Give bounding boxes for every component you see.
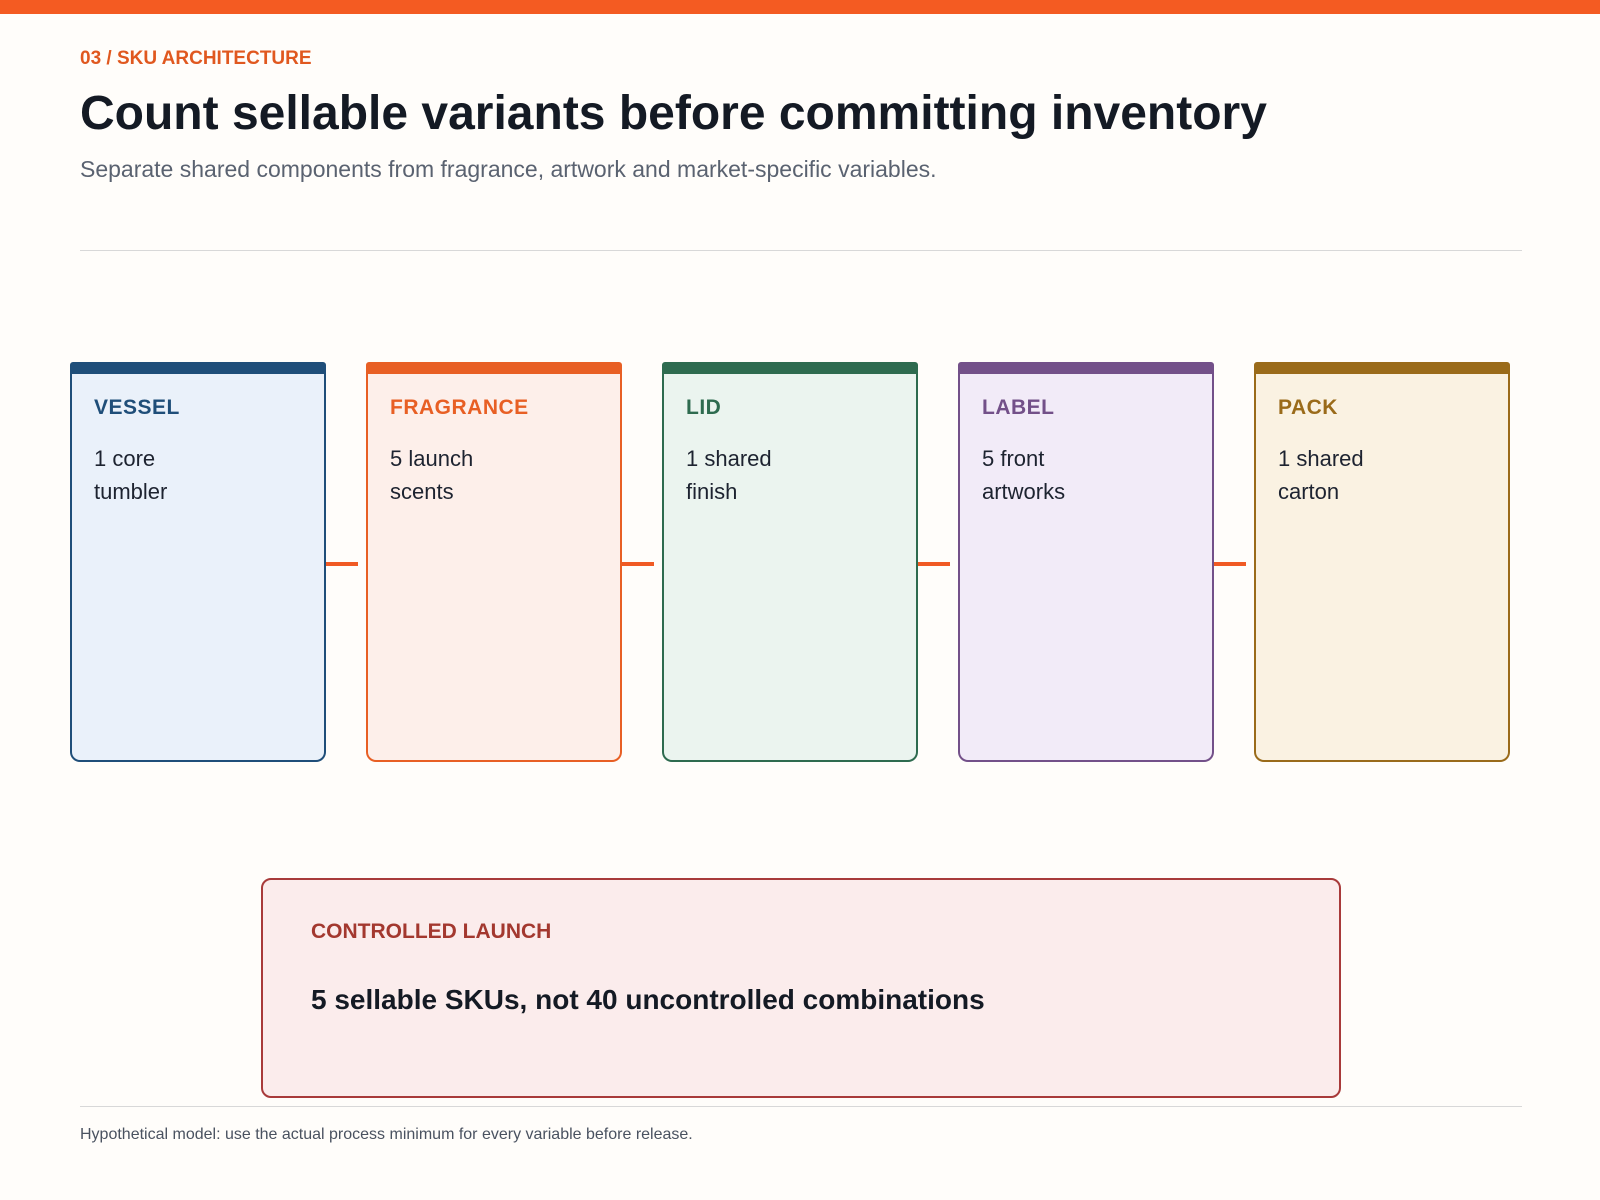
node-text-line: 5 launch	[390, 446, 474, 471]
node-card: FRAGRANCE 5 launch scents	[366, 362, 622, 762]
node-card: LID 1 shared finish	[662, 362, 918, 762]
node-text-line: artworks	[982, 479, 1066, 504]
node-text-line: 1 core	[94, 446, 156, 471]
footnote: Hypothetical model: use the actual proce…	[80, 1126, 693, 1143]
node-label: FRAGRANCE	[390, 396, 529, 419]
node-label: LABEL	[982, 396, 1055, 419]
node-text-line: carton	[1278, 479, 1340, 504]
node-text: 5 front artworks	[982, 442, 1065, 508]
node-text-line: tumbler	[94, 479, 168, 504]
node-text: 1 shared carton	[1278, 442, 1364, 508]
node-card: VESSEL 1 core tumbler	[70, 362, 326, 762]
node-label: VESSEL	[94, 396, 180, 419]
node-text: 1 shared finish	[686, 442, 772, 508]
node-card: LABEL 5 front artworks	[958, 362, 1214, 762]
summary-label: CONTROLLED LAUNCH	[311, 920, 552, 943]
node-text-line: finish	[686, 479, 738, 504]
node-text-line: 1 shared	[686, 446, 772, 471]
top-bar	[0, 0, 1600, 14]
connector	[918, 562, 950, 566]
node-text: 5 launch scents	[390, 442, 473, 508]
subtitle: Separate shared components from fragranc…	[80, 156, 937, 182]
divider	[80, 1106, 1522, 1107]
node-label: LID	[686, 396, 722, 419]
node-text-line: scents	[390, 479, 454, 504]
connector	[622, 562, 654, 566]
node-text-line: 5 front	[982, 446, 1045, 471]
node-text-line: 1 shared	[1278, 446, 1364, 471]
divider	[80, 250, 1522, 251]
node-text: 1 core tumbler	[94, 442, 167, 508]
node-card: PACK 1 shared carton	[1254, 362, 1510, 762]
connector	[326, 562, 358, 566]
summary-text: 5 sellable SKUs, not 40 uncontrolled com…	[311, 984, 985, 1015]
node-label: PACK	[1278, 396, 1338, 419]
kicker: 03 / SKU ARCHITECTURE	[80, 48, 312, 69]
title: Count sellable variants before committin…	[80, 87, 1267, 140]
summary-box: CONTROLLED LAUNCH 5 sellable SKUs, not 4…	[261, 878, 1341, 1098]
connector	[1214, 562, 1246, 566]
